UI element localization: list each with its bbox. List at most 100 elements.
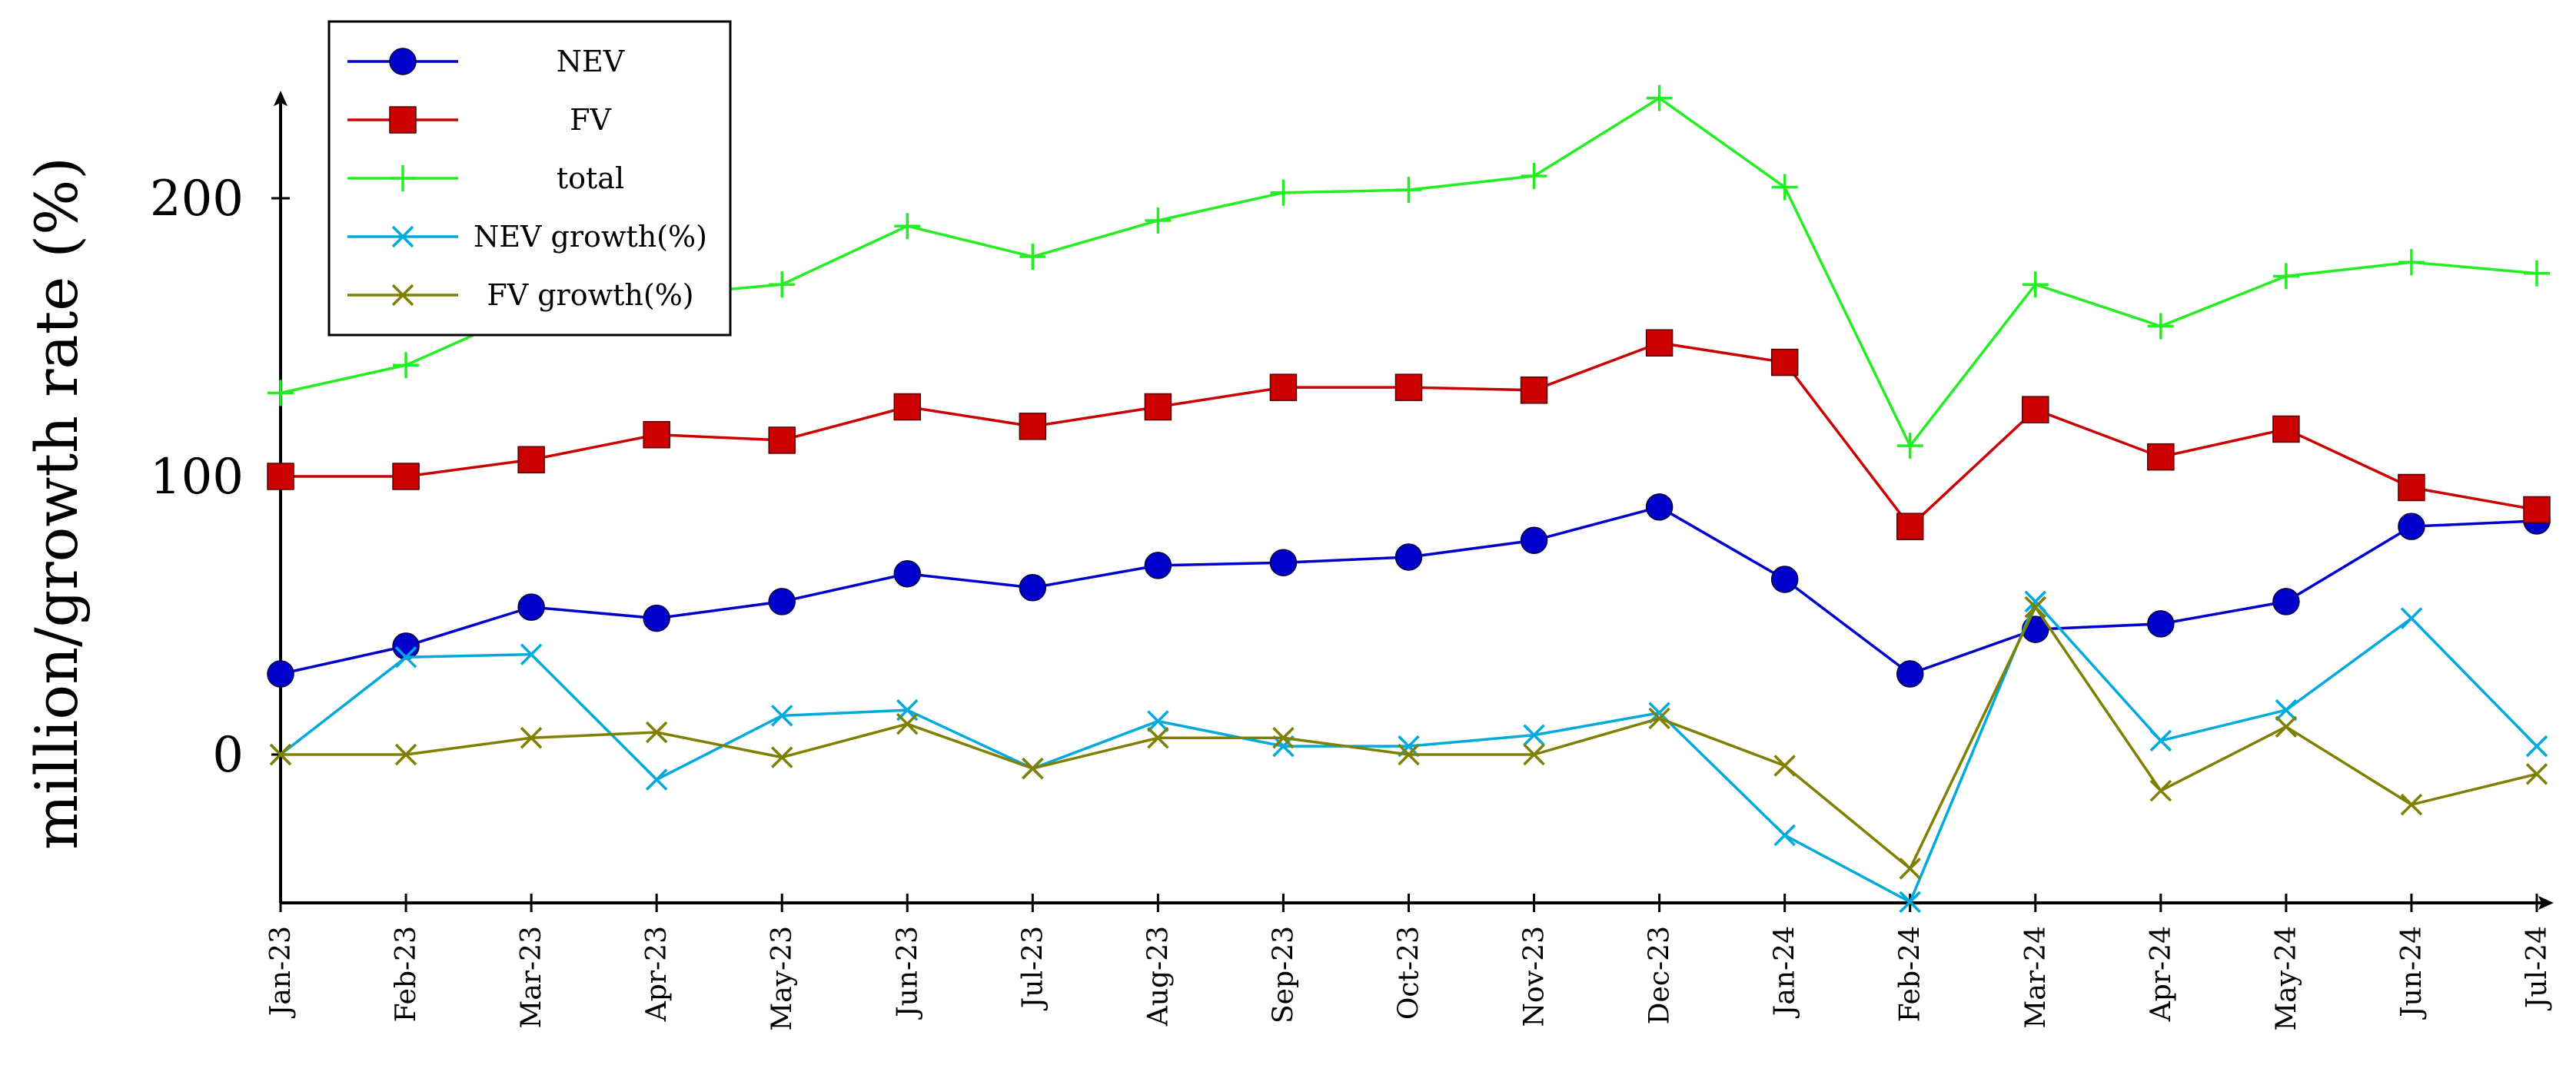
- data-point: [1272, 727, 1295, 749]
- data-point: [1899, 891, 1921, 914]
- data-point: [1144, 552, 1172, 579]
- x-tick-label: May-23: [766, 926, 798, 1031]
- series-line: [280, 506, 2538, 675]
- y-axis-label: million/growth rate (%): [22, 157, 91, 850]
- data-point: [643, 420, 670, 449]
- data-point: [2275, 698, 2298, 722]
- data-point: [1896, 513, 1924, 540]
- data-point: [2022, 271, 2049, 298]
- series-line: [281, 605, 2538, 871]
- data-point: [1022, 757, 1044, 780]
- data-point: [645, 768, 668, 791]
- legend-label: FV: [570, 103, 611, 137]
- data-point: [2525, 763, 2548, 785]
- data-point: [2024, 590, 2047, 613]
- data-point: [2398, 249, 2425, 276]
- data-point: [643, 604, 670, 632]
- data-point: [268, 380, 294, 406]
- data-point: [269, 743, 292, 766]
- x-axis-arrow: [2538, 896, 2554, 910]
- data-point: [392, 463, 420, 490]
- data-point: [517, 593, 545, 621]
- data-point: [2149, 729, 2172, 752]
- y-tick-label: 0: [212, 727, 244, 784]
- x-tick-label: Dec-23: [1644, 926, 1676, 1024]
- data-point: [1645, 329, 1674, 357]
- data-point: [1523, 743, 1545, 766]
- data-point: [393, 352, 420, 379]
- data-point: [1648, 707, 1670, 730]
- data-point: [1523, 724, 1545, 746]
- x-tick-label: Jun-23: [892, 926, 923, 1020]
- x-tick-label: Jun-24: [2396, 926, 2428, 1020]
- x-tick-label: Apr-23: [641, 926, 673, 1022]
- legend-label: NEV growth(%): [474, 220, 707, 254]
- data-point: [893, 393, 922, 421]
- data-point: [2523, 496, 2551, 524]
- legend-marker: [390, 165, 416, 191]
- data-point: [1269, 549, 1298, 576]
- series-nev-growth: [269, 590, 2548, 914]
- data-point: [1520, 526, 1548, 555]
- data-point: [1394, 543, 1423, 571]
- data-point: [520, 643, 543, 665]
- data-point: [267, 660, 294, 688]
- data-point: [1646, 85, 1673, 111]
- x-tick-label: Nov-23: [1519, 926, 1551, 1027]
- axes: 0 100 200 Jan-23 Feb-23 Mar-23 Apr-23 May-23 Jun…: [22, 91, 2554, 1031]
- data-point: [2272, 263, 2299, 290]
- x-tick-label: Apr-24: [2146, 926, 2177, 1022]
- data-point: [2147, 313, 2174, 340]
- series-layer: [267, 85, 2551, 914]
- data-point: [1770, 348, 1799, 377]
- x-tick-label: Mar-24: [2020, 926, 2052, 1029]
- legend-marker: [389, 106, 417, 134]
- x-tick-label: Jan-23: [265, 926, 297, 1019]
- data-point: [1773, 755, 1796, 777]
- legend-item: NEV growth(%): [347, 220, 707, 254]
- data-point: [645, 721, 668, 744]
- legend: NEV FV total NEV growth(%) FV growth(%): [327, 20, 732, 337]
- series-line: [279, 600, 2538, 904]
- data-point: [517, 446, 545, 474]
- data-point: [394, 646, 417, 669]
- legend-label: FV growth(%): [487, 278, 693, 312]
- data-point: [1771, 174, 1798, 201]
- data-point: [2398, 473, 2425, 502]
- x-tick-label: May-24: [2271, 926, 2302, 1031]
- data-point: [2149, 779, 2172, 802]
- data-point: [2272, 588, 2300, 615]
- data-point: [770, 705, 793, 727]
- x-tick-label: Feb-24: [1895, 926, 1926, 1022]
- x-tick-label: Jul-24: [2521, 926, 2553, 1011]
- data-point: [2400, 607, 2423, 629]
- data-point: [1147, 727, 1169, 749]
- x-tick-label: Aug-23: [1142, 926, 1174, 1027]
- series-line: [281, 341, 2538, 528]
- series-nev: [267, 493, 2551, 688]
- x-tick-label: Oct-23: [1394, 926, 1425, 1020]
- data-point: [1773, 824, 1796, 847]
- data-point: [1270, 179, 1297, 206]
- legend-marker: [389, 48, 417, 75]
- data-point: [894, 213, 921, 240]
- legend-marker: [391, 225, 414, 248]
- data-point: [2398, 513, 2425, 540]
- legend-marker: [391, 284, 414, 307]
- data-point: [1144, 393, 1172, 421]
- x-tick-label: Jan-24: [1770, 926, 1801, 1019]
- y-axis-arrow: [274, 91, 288, 106]
- legend-label: total: [557, 161, 624, 195]
- data-point: [1520, 377, 1548, 404]
- data-point: [1269, 373, 1298, 401]
- x-tick-label: Mar-23: [516, 926, 547, 1029]
- series-fv: [267, 329, 2551, 540]
- x-tick-label: Feb-23: [391, 926, 422, 1022]
- data-point: [2147, 443, 2175, 471]
- data-point: [770, 746, 793, 768]
- y-tick-label: 200: [150, 171, 244, 227]
- data-point: [1521, 163, 1547, 190]
- data-point: [1019, 574, 1047, 602]
